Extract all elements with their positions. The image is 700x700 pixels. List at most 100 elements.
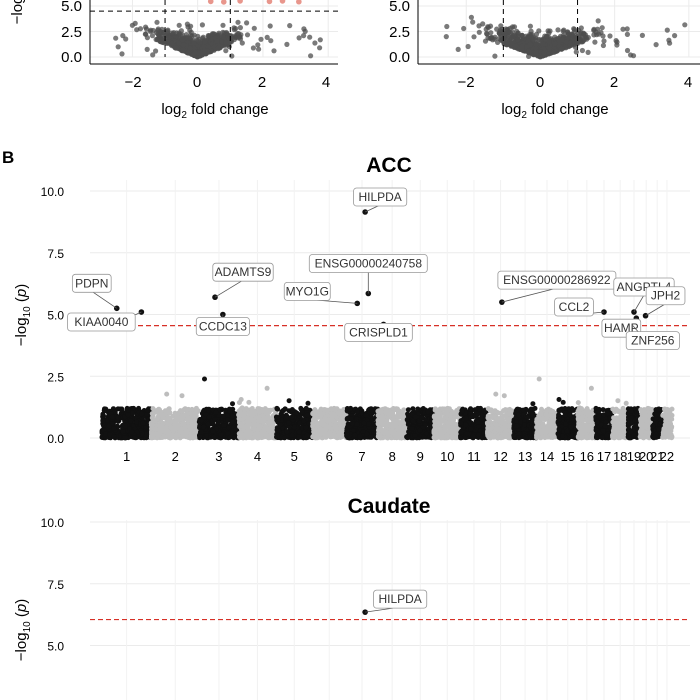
data-point: [389, 427, 395, 433]
data-point: [303, 405, 309, 411]
data-point: [465, 43, 471, 50]
data-point: [269, 423, 275, 429]
data-point: [396, 427, 402, 433]
data-point: [253, 422, 259, 428]
data-point: [261, 415, 267, 421]
data-point: [344, 427, 350, 433]
data-point: [148, 27, 154, 33]
data-point: [607, 33, 613, 39]
data-point: [443, 34, 449, 40]
data-point: [344, 416, 350, 422]
data-point: [220, 22, 226, 28]
data-point: [113, 35, 119, 41]
data-point: [119, 407, 125, 413]
data-point: [596, 31, 602, 37]
data-point: [314, 432, 320, 438]
data-point: [178, 414, 184, 420]
data-point: [542, 33, 548, 39]
data-point: [115, 44, 121, 50]
data-point: [236, 400, 242, 406]
volcano-left-xlabel: log2 fold change: [161, 101, 268, 121]
data-point: [246, 399, 252, 405]
data-point: [530, 37, 536, 43]
data-point: [425, 409, 431, 415]
data-point: [352, 432, 358, 438]
data-point: [220, 29, 226, 35]
data-point: [211, 434, 217, 440]
data-point: [600, 42, 607, 49]
data-point: [492, 53, 498, 59]
data-point: [378, 414, 384, 420]
data-point: [216, 30, 222, 36]
data-point: [639, 32, 646, 39]
data-point: [595, 18, 601, 24]
data-point: [122, 435, 128, 441]
data-point: [368, 434, 374, 440]
data-point: [600, 33, 606, 39]
data-point: [476, 23, 482, 29]
data-point: [321, 422, 326, 428]
data-point: [115, 415, 121, 421]
data-point: [526, 53, 532, 60]
data-point: [423, 431, 429, 437]
volcano-right-xtick-2: 2: [610, 74, 618, 91]
data-point: [547, 28, 553, 34]
data-point: [157, 32, 163, 38]
data-point: [268, 38, 274, 44]
data-point: [377, 433, 383, 439]
data-point: [223, 48, 229, 54]
data-point: [139, 411, 145, 417]
data-point: [301, 418, 307, 424]
data-point: [125, 407, 131, 413]
data-point: [301, 33, 307, 39]
data-point: [404, 417, 410, 423]
data-point: [120, 33, 126, 39]
data-point: [578, 25, 584, 31]
data-point: [417, 427, 423, 433]
panel-label: B: [2, 148, 14, 167]
data-point: [250, 45, 256, 51]
data-point: [223, 407, 228, 413]
data-point: [541, 50, 547, 56]
data-point: [233, 26, 239, 32]
significant-point: [296, 0, 302, 5]
data-point: [149, 33, 155, 39]
data-point: [328, 407, 334, 412]
data-point: [409, 426, 415, 431]
data-point: [101, 408, 107, 414]
data-point: [664, 27, 670, 33]
data-point: [188, 427, 194, 433]
data-point: [173, 418, 179, 424]
data-point: [514, 28, 520, 34]
data-point: [620, 26, 626, 32]
data-point: [360, 429, 366, 434]
data-point: [410, 406, 416, 412]
data-point: [256, 46, 262, 52]
data-point: [164, 409, 170, 415]
data-point: [455, 46, 461, 53]
data-point: [192, 428, 198, 434]
data-point: [546, 39, 552, 45]
data-point: [317, 37, 323, 43]
data-point: [571, 26, 578, 33]
data-point: [400, 411, 406, 417]
data-point: [591, 32, 597, 38]
data-point: [229, 419, 235, 425]
data-point: [243, 406, 249, 412]
data-point: [296, 35, 302, 41]
data-point: [100, 418, 106, 424]
data-point: [109, 414, 115, 420]
significant-point: [237, 0, 243, 4]
data-point: [180, 47, 186, 53]
data-point: [579, 33, 586, 39]
data-point: [336, 411, 342, 417]
data-point: [310, 423, 316, 429]
data-point: [221, 423, 227, 428]
data-point: [525, 48, 532, 54]
data-point: [161, 428, 166, 434]
data-point: [574, 34, 580, 40]
data-point: [156, 431, 162, 437]
data-point: [191, 40, 197, 46]
